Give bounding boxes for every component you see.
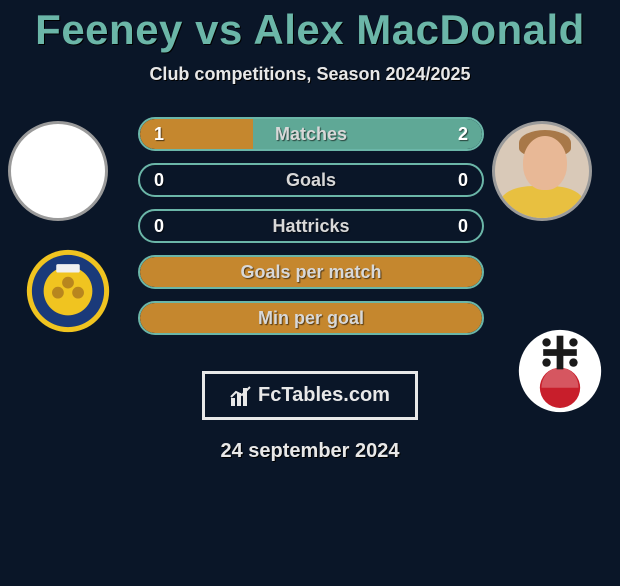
stat-value-right: 0 — [458, 211, 468, 241]
player-photo-right — [492, 121, 592, 221]
snapshot-date: 24 september 2024 — [0, 440, 620, 463]
bars-icon — [230, 386, 252, 406]
brand-box: FcTables.com — [202, 371, 418, 420]
page-subtitle: Club competitions, Season 2024/2025 — [0, 64, 620, 85]
stat-value-left: 0 — [154, 211, 164, 241]
stat-row: 0 0 Hattricks — [138, 209, 484, 243]
comparison-panel: 1 2 Matches 0 0 Goals 0 0 Hattricks Goals per mat… — [0, 113, 620, 353]
brand-label: FcTables.com — [258, 384, 390, 407]
stat-row: 0 0 Goals — [138, 163, 484, 197]
stat-value-left: 0 — [154, 165, 164, 195]
stat-label: Hattricks — [272, 216, 349, 237]
stat-value-right: 2 — [458, 119, 468, 149]
club-badge-left — [26, 249, 110, 333]
stat-row: 1 2 Matches — [138, 117, 484, 151]
stat-row: Min per goal — [138, 301, 484, 335]
stat-label: Matches — [275, 124, 347, 145]
club-badge-right — [518, 329, 602, 413]
stat-value-right: 0 — [458, 165, 468, 195]
stat-rows: 1 2 Matches 0 0 Goals 0 0 Hattricks Goals per mat… — [138, 117, 484, 335]
player-photo-left — [8, 121, 108, 221]
page-title: Feeney vs Alex MacDonald — [0, 6, 620, 54]
stat-label: Goals per match — [240, 262, 381, 283]
stat-value-left: 1 — [154, 119, 164, 149]
stat-row: Goals per match — [138, 255, 484, 289]
stat-label: Min per goal — [258, 308, 364, 329]
stat-label: Goals — [286, 170, 336, 191]
